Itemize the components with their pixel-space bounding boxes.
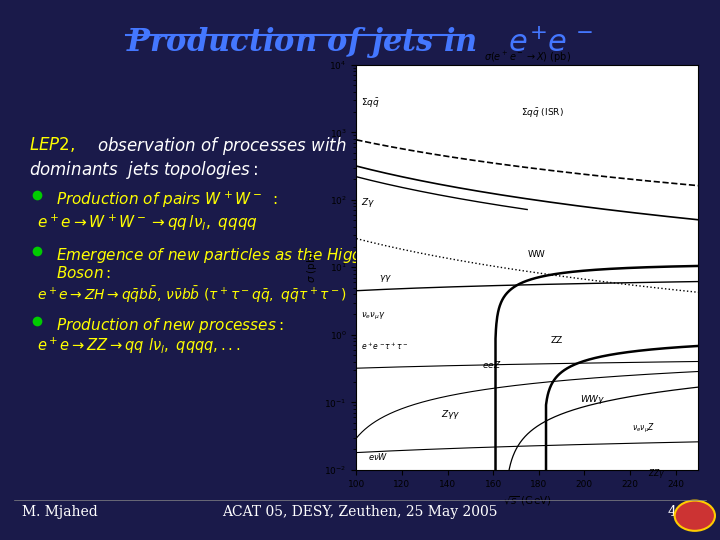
Text: Production of jets in   $e^{+}e^{\,-}$: Production of jets in $e^{+}e^{\,-}$ [127,24,593,60]
Text: $e\nu W$: $e\nu W$ [368,451,388,462]
Text: M. Mjahed: M. Mjahed [22,505,97,519]
Text: $e^+e \rightarrow ZH \rightarrow q\bar{q}b\bar{b},\,\nu\bar{\nu}b\bar{b}\ (\tau^: $e^+e \rightarrow ZH \rightarrow q\bar{q… [37,285,348,306]
Text: $\it{observation\ of\ processes\ with}$: $\it{observation\ of\ processes\ with}$ [97,135,347,157]
Text: $\Sigma q\bar{q}$: $\Sigma q\bar{q}$ [361,97,379,110]
X-axis label: $\sqrt{s}$ (GeV): $\sqrt{s}$ (GeV) [503,494,552,508]
Text: 4: 4 [668,505,677,519]
Text: $e^+e \rightarrow W^+W^- \rightarrow qq\,l\nu_l,\ qqqq$: $e^+e \rightarrow W^+W^- \rightarrow qq\… [37,212,258,233]
Text: $Z\gamma\gamma$: $Z\gamma\gamma$ [441,408,460,421]
Text: $ZZ\gamma$: $ZZ\gamma$ [648,467,666,481]
Text: $WW\gamma$: $WW\gamma$ [580,393,606,406]
Text: $\it{Emergence\ of\ new\ particles\ as\ the\ Higgs}$: $\it{Emergence\ of\ new\ particles\ as\ … [56,246,372,265]
Text: $e^+e^-\tau^+\tau^-$: $e^+e^-\tau^+\tau^-$ [361,340,408,352]
Text: $\Sigma q\bar{q}$ (ISR): $\Sigma q\bar{q}$ (ISR) [521,106,563,119]
Text: $\nu_e\nu_\mu\gamma$: $\nu_e\nu_\mu\gamma$ [361,311,385,322]
Text: $\it{Production\ of\ new\ processes:}$: $\it{Production\ of\ new\ processes:}$ [56,316,284,335]
Text: $\it{dominants\ \ jets\ topologies:}$: $\it{dominants\ \ jets\ topologies:}$ [29,159,258,181]
Text: $\it{Production\ of\ pairs}\ W^+W^-\ :$: $\it{Production\ of\ pairs}\ W^+W^-\ :$ [56,190,278,211]
Text: ZZ: ZZ [550,336,562,345]
Y-axis label: $\sigma$ (pb): $\sigma$ (pb) [305,251,319,284]
Text: ACAT 05, DESY, Zeuthen, 25 May 2005: ACAT 05, DESY, Zeuthen, 25 May 2005 [222,505,498,519]
Title: $\sigma(e^+e^- \rightarrow X)$ (pb): $\sigma(e^+e^- \rightarrow X)$ (pb) [484,50,571,65]
Text: WW: WW [527,251,545,259]
Text: $e^+e \rightarrow ZZ \rightarrow qq\ l\nu_l,\ qqqq,...$: $e^+e \rightarrow ZZ \rightarrow qq\ l\n… [37,336,241,356]
Text: $eeZ$: $eeZ$ [482,359,501,370]
Text: $\it{Boson:}$: $\it{Boson:}$ [56,265,111,281]
Text: $\it{LEP2,}$: $\it{LEP2,}$ [29,135,75,154]
Text: $Z\gamma$: $Z\gamma$ [361,195,375,208]
Text: $\gamma\gamma$: $\gamma\gamma$ [379,273,392,284]
Text: $\nu_e\nu_\mu Z$: $\nu_e\nu_\mu Z$ [632,422,655,435]
